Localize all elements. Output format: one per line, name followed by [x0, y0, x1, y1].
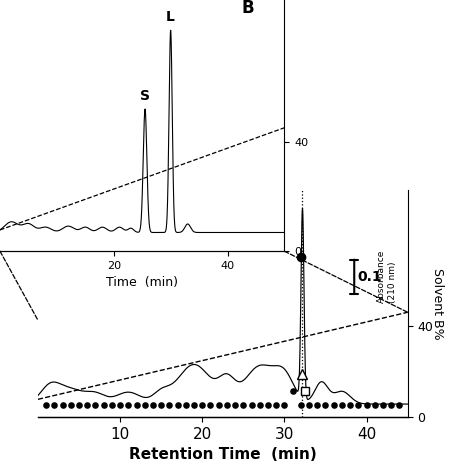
Point: [141, 401, 148, 409]
Point: [165, 401, 173, 409]
Point: [207, 401, 214, 409]
Point: [264, 401, 272, 409]
Y-axis label: Solvent B%: Solvent B%: [431, 267, 444, 339]
Point: [387, 401, 395, 409]
Point: [313, 401, 321, 409]
Text: B: B: [241, 0, 254, 17]
Point: [239, 401, 247, 409]
Text: S: S: [140, 89, 150, 103]
X-axis label: Time  (min): Time (min): [106, 276, 178, 290]
Point: [51, 401, 58, 409]
Point: [75, 401, 83, 409]
Text: 0.1: 0.1: [357, 270, 382, 283]
Point: [338, 401, 346, 409]
Point: [223, 401, 231, 409]
Point: [42, 401, 50, 409]
Point: [59, 401, 66, 409]
Point: [116, 401, 124, 409]
Point: [396, 401, 403, 409]
Text: Absorbance
(210 nm): Absorbance (210 nm): [377, 250, 397, 303]
Point: [157, 401, 165, 409]
Point: [231, 401, 239, 409]
Point: [67, 401, 74, 409]
Point: [91, 401, 99, 409]
Point: [355, 401, 362, 409]
Point: [174, 401, 182, 409]
Point: [297, 401, 305, 409]
Point: [363, 401, 370, 409]
Point: [256, 401, 264, 409]
Point: [346, 401, 354, 409]
Point: [371, 401, 379, 409]
Point: [108, 401, 116, 409]
Point: [248, 401, 255, 409]
Point: [215, 401, 222, 409]
Point: [199, 401, 206, 409]
Point: [182, 401, 190, 409]
Point: [281, 401, 288, 409]
Point: [322, 401, 329, 409]
Point: [125, 401, 132, 409]
Point: [379, 401, 387, 409]
Point: [133, 401, 140, 409]
Point: [83, 401, 91, 409]
Point: [149, 401, 157, 409]
Point: [100, 401, 108, 409]
Point: [330, 401, 337, 409]
Point: [273, 401, 280, 409]
Point: [190, 401, 198, 409]
Text: L: L: [166, 10, 175, 24]
X-axis label: Retention Time  (min): Retention Time (min): [129, 447, 317, 463]
Point: [289, 388, 296, 395]
Point: [305, 401, 313, 409]
